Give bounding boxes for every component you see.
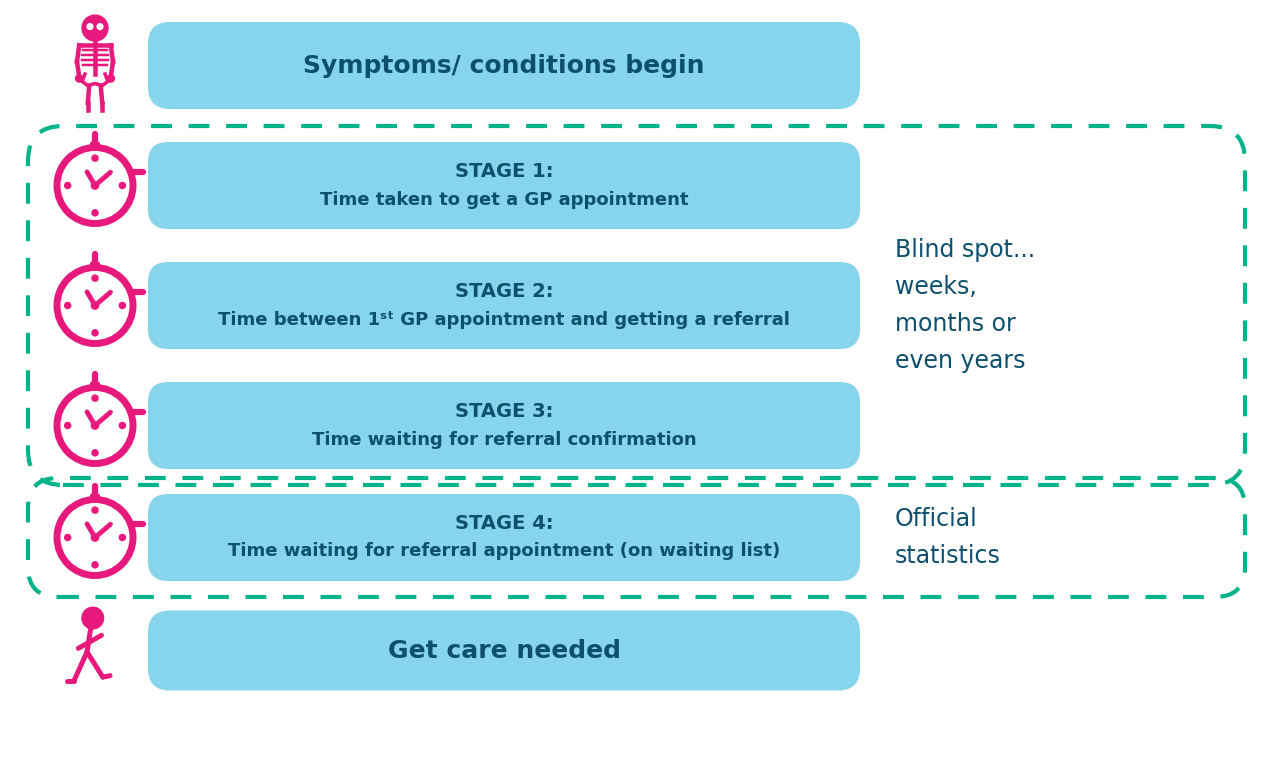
Text: Blind spot...
weeks,
months or
even years: Blind spot... weeks, months or even year… <box>895 238 1035 373</box>
FancyBboxPatch shape <box>148 494 860 581</box>
Circle shape <box>91 182 98 189</box>
FancyBboxPatch shape <box>148 382 860 469</box>
Circle shape <box>92 330 98 336</box>
Circle shape <box>92 155 98 162</box>
FancyBboxPatch shape <box>89 493 100 502</box>
Circle shape <box>92 275 98 281</box>
Text: Time between 1ˢᵗ GP appointment and getting a referral: Time between 1ˢᵗ GP appointment and gett… <box>219 310 790 328</box>
Circle shape <box>82 608 104 629</box>
Circle shape <box>58 147 133 223</box>
Circle shape <box>65 423 70 429</box>
Circle shape <box>82 15 107 41</box>
Text: Official
statistics: Official statistics <box>895 506 1001 568</box>
Circle shape <box>119 423 125 429</box>
Text: Time waiting for referral confirmation: Time waiting for referral confirmation <box>312 430 697 448</box>
Text: Get care needed: Get care needed <box>387 638 621 662</box>
Text: Time waiting for referral appointment (on waiting list): Time waiting for referral appointment (o… <box>227 543 780 561</box>
FancyBboxPatch shape <box>148 611 860 691</box>
Text: Symptoms/ conditions begin: Symptoms/ conditions begin <box>303 53 704 78</box>
Circle shape <box>107 74 115 82</box>
Text: Time taken to get a GP appointment: Time taken to get a GP appointment <box>320 191 689 209</box>
Circle shape <box>58 267 133 343</box>
Circle shape <box>65 303 70 309</box>
Circle shape <box>58 499 133 575</box>
Circle shape <box>92 395 98 401</box>
Text: STAGE 1:: STAGE 1: <box>455 162 553 181</box>
Circle shape <box>91 422 98 429</box>
Circle shape <box>91 534 98 541</box>
Text: STAGE 3:: STAGE 3: <box>455 402 553 421</box>
Circle shape <box>91 302 98 309</box>
FancyBboxPatch shape <box>89 141 100 150</box>
Circle shape <box>65 183 70 188</box>
Circle shape <box>119 183 125 188</box>
FancyBboxPatch shape <box>148 262 860 349</box>
Circle shape <box>92 450 98 456</box>
Circle shape <box>92 562 98 568</box>
FancyBboxPatch shape <box>89 261 100 270</box>
Circle shape <box>92 507 98 514</box>
FancyBboxPatch shape <box>148 142 860 229</box>
Circle shape <box>119 303 125 309</box>
Circle shape <box>119 535 125 540</box>
FancyBboxPatch shape <box>148 22 860 109</box>
Text: STAGE 4:: STAGE 4: <box>455 514 553 533</box>
Text: STAGE 2:: STAGE 2: <box>455 282 553 301</box>
Circle shape <box>65 535 70 540</box>
Circle shape <box>87 24 93 30</box>
Circle shape <box>58 387 133 463</box>
Circle shape <box>92 210 98 216</box>
Circle shape <box>97 24 104 30</box>
FancyBboxPatch shape <box>89 381 100 390</box>
Circle shape <box>75 74 83 82</box>
